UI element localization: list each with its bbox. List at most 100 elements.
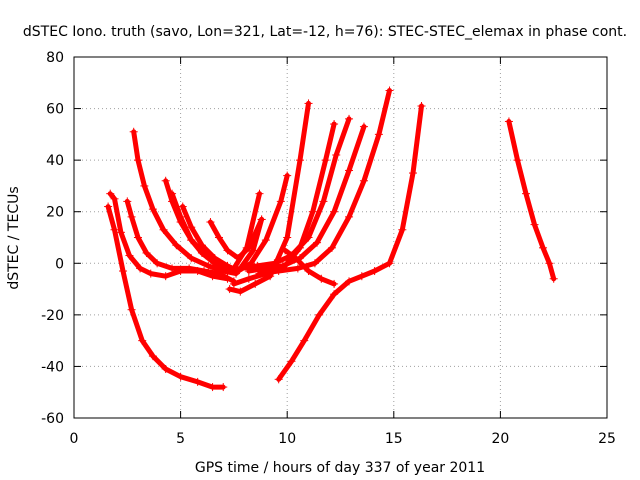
data-point (295, 156, 304, 165)
data-point (140, 181, 149, 190)
data-point (116, 228, 125, 237)
data-point (236, 287, 245, 296)
data-series (178, 171, 292, 276)
data-point (370, 267, 379, 276)
plot-frame (73, 56, 608, 419)
data-point (178, 202, 187, 211)
data-point (210, 254, 219, 263)
data-point (214, 233, 223, 242)
data-point (223, 246, 232, 255)
data-point (345, 277, 354, 286)
x-tick-label: 0 (70, 431, 79, 447)
data-point (168, 264, 177, 273)
data-point (168, 189, 177, 198)
data-point (300, 336, 309, 345)
data-point (153, 259, 162, 268)
data-point (261, 236, 270, 245)
data-point (504, 117, 513, 126)
data-point (138, 336, 147, 345)
data-point (148, 352, 157, 361)
y-tick-label: 0 (55, 256, 64, 272)
series-line (180, 173, 290, 274)
y-tick-label: 20 (46, 205, 64, 221)
y-ticks: -60 -40 -20 0 20 40 60 80 (41, 50, 607, 427)
data-point (398, 225, 407, 234)
data-point (287, 357, 296, 366)
series-line (506, 119, 557, 282)
data-point (274, 375, 283, 384)
data-point (176, 372, 185, 381)
data-point (330, 207, 339, 216)
data-point (110, 225, 119, 234)
data-point (127, 305, 136, 314)
data-series (129, 127, 241, 278)
data-point (304, 233, 313, 242)
x-tick-label: 5 (176, 431, 185, 447)
x-axis-label: GPS time / hours of day 337 of year 2011 (195, 460, 485, 476)
data-point (321, 156, 330, 165)
data-point (255, 269, 264, 278)
data-point (146, 269, 155, 278)
data-point (161, 176, 170, 185)
data-point (136, 264, 145, 273)
data-point (330, 120, 339, 129)
data-point (385, 259, 394, 268)
data-point (330, 279, 339, 288)
data-point (208, 383, 217, 392)
data-point (187, 236, 196, 245)
data-series (225, 99, 313, 296)
data-point (127, 212, 136, 221)
data-point (161, 365, 170, 374)
x-ticks: 0 5 10 15 20 25 (70, 57, 616, 447)
data-point (330, 290, 339, 299)
data-series (504, 117, 558, 283)
y-tick-label: -60 (41, 411, 64, 427)
y-tick-label: -20 (41, 308, 64, 324)
data-point (276, 197, 285, 206)
data-point (123, 197, 132, 206)
x-tick-label: 25 (598, 431, 616, 447)
y-tick-label: 40 (46, 153, 64, 169)
data-point (513, 156, 522, 165)
y-tick-label: -40 (41, 359, 64, 375)
data-series (206, 215, 266, 263)
data-point (161, 272, 170, 281)
data-point (304, 99, 313, 108)
data-point (244, 274, 253, 283)
data-point (176, 212, 185, 221)
y-axis-label: dSTEC / TECUs (6, 186, 22, 289)
data-point (251, 279, 260, 288)
data-point (408, 169, 417, 178)
data-point (530, 220, 539, 229)
data-point (521, 189, 530, 198)
data-series (281, 246, 339, 288)
data-point (133, 156, 142, 165)
data-point (249, 246, 258, 255)
data-point (357, 272, 366, 281)
data-point (244, 267, 253, 276)
data-point (332, 150, 341, 159)
data-point (125, 251, 134, 260)
data-point (304, 267, 313, 276)
data-series (236, 114, 354, 273)
data-series (104, 202, 228, 392)
data-point (219, 383, 228, 392)
data-point (545, 259, 554, 268)
data-point (417, 101, 426, 110)
series-line (207, 216, 265, 261)
data-point (244, 243, 253, 252)
data-point (317, 274, 326, 283)
data-point (385, 86, 394, 95)
data-point (308, 207, 317, 216)
data-point (234, 254, 243, 263)
data-point (374, 130, 383, 139)
data-point (345, 114, 354, 123)
data-point (225, 285, 234, 294)
data-point (187, 254, 196, 263)
y-tick-label: 60 (46, 102, 64, 118)
data-point (172, 241, 181, 250)
x-tick-label: 20 (491, 431, 509, 447)
data-point (283, 171, 292, 180)
data-point (549, 274, 558, 283)
